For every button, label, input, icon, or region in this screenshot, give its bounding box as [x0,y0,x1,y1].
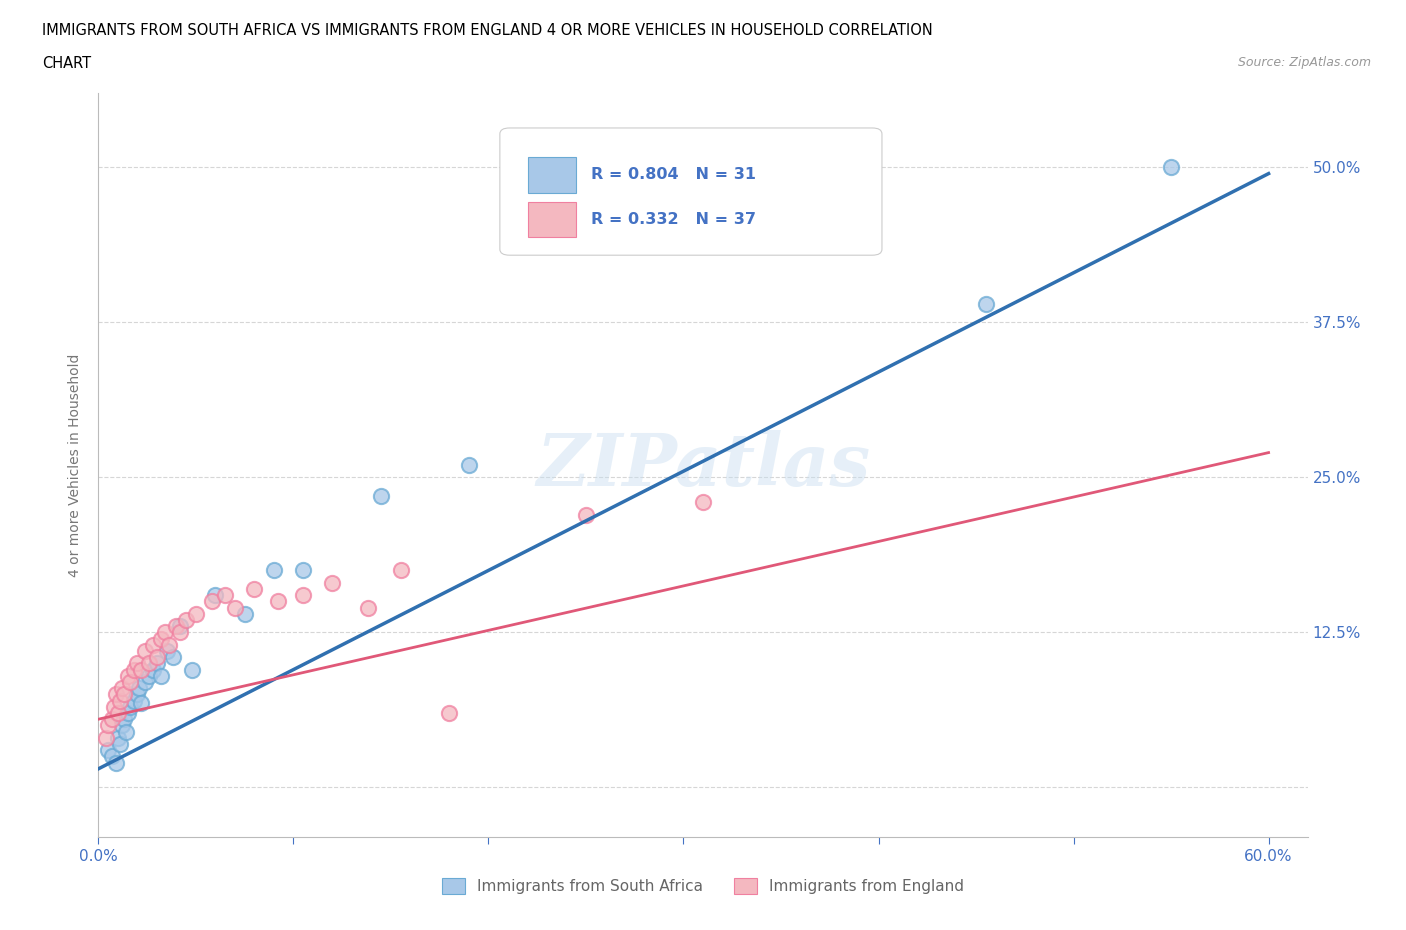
Legend: Immigrants from South Africa, Immigrants from England: Immigrants from South Africa, Immigrants… [436,871,970,900]
Point [112,711,135,726]
Point [181,662,204,677]
Point [134,644,156,658]
Point [165,618,187,633]
Text: R = 0.332   N = 37: R = 0.332 N = 37 [591,212,755,227]
Point [169,625,191,640]
Point [162,650,184,665]
Point [107,706,129,721]
Point [263,563,285,578]
Text: IMMIGRANTS FROM SOUTH AFRICA VS IMMIGRANTS FROM ENGLAND 4 OR MORE VEHICLES IN HO: IMMIGRANTS FROM SOUTH AFRICA VS IMMIGRAN… [42,23,934,38]
Point [97,718,120,733]
Point [575,507,598,522]
Point [200,594,222,609]
Text: CHART: CHART [42,56,91,71]
Y-axis label: 4 or more Vehicles in Household: 4 or more Vehicles in Household [69,353,83,577]
Point [169,618,191,633]
Point [184,606,207,621]
Point [149,631,172,646]
Point [117,706,139,721]
Point [156,644,179,658]
Point [439,706,461,721]
Point [138,669,160,684]
Bar [527,202,576,237]
Point [1160,160,1182,175]
Point [243,581,266,596]
Point [127,687,149,702]
Text: R = 0.804   N = 31: R = 0.804 N = 31 [591,167,755,182]
Point [142,662,165,677]
Point [292,588,315,603]
Point [104,755,127,770]
Point [174,613,197,628]
Point [107,730,129,745]
Point [111,681,134,696]
Point [458,458,481,472]
Text: Source: ZipAtlas.com: Source: ZipAtlas.com [1237,56,1371,69]
Point [118,699,141,714]
FancyBboxPatch shape [501,128,882,255]
Bar [527,157,576,193]
Point [321,576,343,591]
Point [111,718,134,733]
Point [292,563,315,578]
Point [214,588,236,603]
Point [692,495,714,510]
Point [97,743,120,758]
Point [138,656,160,671]
Point [112,687,135,702]
Point [114,724,136,739]
Point [134,674,156,689]
Point [267,594,290,609]
Point [370,488,392,503]
Point [149,669,172,684]
Point [117,669,139,684]
Point [118,674,141,689]
Point [146,650,169,665]
Point [153,625,176,640]
Point [96,730,118,745]
Text: ZIPatlas: ZIPatlas [536,430,870,500]
Point [389,563,412,578]
Point [224,600,246,615]
Point [104,687,127,702]
Point [157,637,180,652]
Point [122,662,145,677]
Point [103,699,125,714]
Point [204,588,226,603]
Point [108,737,131,751]
Point [108,693,131,708]
Point [131,696,153,711]
Point [128,681,150,696]
Point [101,749,124,764]
Point [974,297,997,312]
Point [122,693,145,708]
Point [127,656,149,671]
Point [146,656,169,671]
Point [101,711,124,726]
Point [233,606,256,621]
Point [131,662,153,677]
Point [142,637,165,652]
Point [356,600,378,615]
